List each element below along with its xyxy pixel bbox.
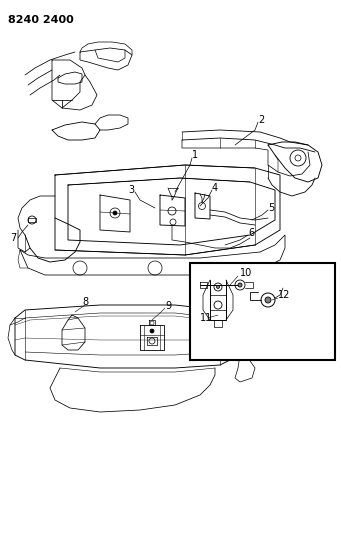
Circle shape <box>217 286 220 288</box>
Circle shape <box>150 329 154 333</box>
Text: 11: 11 <box>200 313 212 323</box>
Text: 10: 10 <box>240 268 252 278</box>
Text: 6: 6 <box>248 228 254 238</box>
Text: 3: 3 <box>128 185 134 195</box>
Text: 4: 4 <box>212 183 218 193</box>
Text: 8240 2400: 8240 2400 <box>8 15 74 25</box>
Circle shape <box>265 297 271 303</box>
Text: 9: 9 <box>165 301 171 311</box>
Text: 2: 2 <box>258 115 264 125</box>
Circle shape <box>113 211 117 215</box>
Text: 5: 5 <box>268 203 274 213</box>
Bar <box>190 263 335 360</box>
Circle shape <box>238 283 242 287</box>
Text: 7: 7 <box>10 233 16 243</box>
Text: 8: 8 <box>82 297 88 307</box>
Text: 1: 1 <box>192 150 198 160</box>
Text: 12: 12 <box>278 290 291 300</box>
